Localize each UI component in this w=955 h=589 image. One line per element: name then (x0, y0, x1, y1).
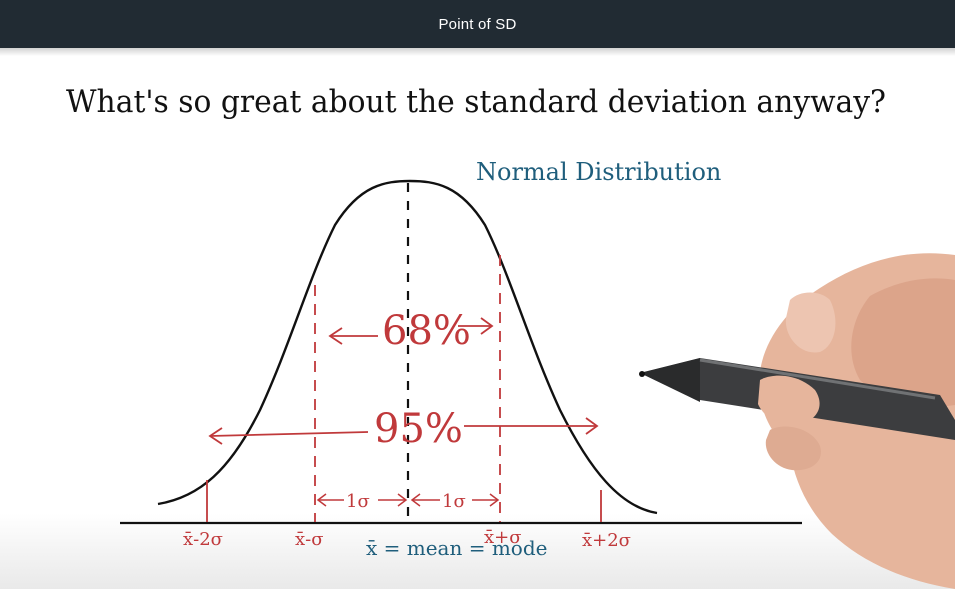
band-68-label: 68% (382, 308, 471, 354)
one-sd-arrows (316, 493, 500, 507)
axis-label-plus-one-sd: x̄+σ (484, 527, 522, 548)
band-95-arrows (208, 417, 599, 445)
video-title: Point of SD (438, 15, 517, 33)
normal-curve (157, 179, 658, 515)
mean-caption: x̄ = mean = mode (366, 536, 547, 560)
one-sd-right-label: 1σ (442, 491, 466, 512)
axis-label-minus-one-sd: x̄-σ (295, 529, 324, 550)
video-title-bar: Point of SD (0, 0, 955, 48)
band-95-label: 95% (374, 406, 463, 452)
axis-label-minus-two-sd: x̄-2σ (183, 529, 223, 550)
pen-in-hand-illustration (639, 253, 955, 589)
frame-shadow (0, 48, 955, 56)
chart-title: Normal Distribution (476, 158, 721, 186)
whiteboard-drawing: What's so great about the standard devia… (66, 84, 955, 589)
band-68-arrows (328, 317, 494, 345)
one-sd-left-label: 1σ (346, 491, 370, 512)
lesson-question: What's so great about the standard devia… (66, 84, 886, 120)
video-frame[interactable]: What's so great about the standard devia… (0, 48, 955, 589)
axis-label-plus-two-sd: x̄+2σ (582, 530, 631, 551)
